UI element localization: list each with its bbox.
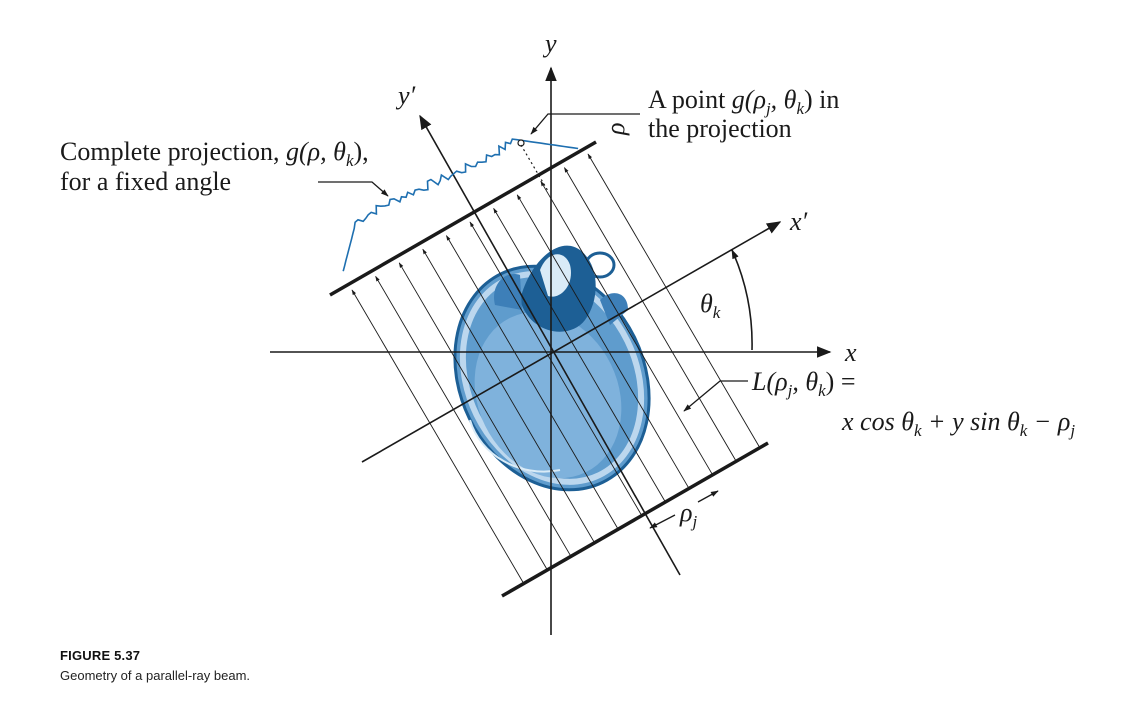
ray-line — [493, 207, 666, 503]
rho-j-left-arrow — [649, 514, 676, 529]
ray-line — [587, 153, 761, 449]
ray-line — [564, 167, 737, 462]
complete-projection-label-line2: for a fixed angle — [60, 167, 231, 196]
y-prime-axis-line — [419, 114, 681, 576]
projection-curve — [342, 138, 579, 272]
projection-point-dotted-line — [520, 144, 549, 192]
axes — [270, 66, 832, 635]
x-prime-axis-line — [361, 221, 782, 463]
line-equation-line2: x cos θk + y sin θk − ρj — [841, 407, 1075, 440]
point-label-line1: A point g(ρj, θk) in — [648, 85, 839, 118]
point-label-line2: the projection — [648, 114, 792, 143]
ray-line — [351, 289, 525, 585]
figure-caption: Geometry of a parallel-ray beam. — [60, 668, 251, 683]
rho-j-right-arrow — [697, 490, 719, 503]
x-axis-label: x — [844, 338, 857, 367]
rho-j-label: ρj — [679, 498, 697, 531]
theta-angle-arc — [731, 249, 753, 351]
x-prime-axis-label: x′ — [789, 207, 808, 236]
figure-number: FIGURE 5.37 — [60, 648, 141, 663]
ray-line — [446, 235, 619, 530]
ray-line — [516, 194, 690, 490]
line-equation-line1: L(ρj, θk) = — [751, 367, 856, 400]
rho-label: ρ — [601, 123, 630, 136]
source-line — [501, 441, 769, 598]
ray-line — [375, 275, 548, 571]
ray-line — [540, 180, 714, 476]
complete-projection-callout-arrow — [318, 181, 389, 197]
point-callout-arrow — [530, 113, 640, 135]
line-equation-callout-arrow — [683, 380, 748, 412]
parallel-rays — [351, 153, 761, 585]
y-prime-axis-label: y′ — [395, 81, 416, 110]
detector-line — [329, 140, 597, 297]
theta-k-label: θk — [700, 289, 721, 322]
complete-projection-label-line1: Complete projection, g(ρ, θk), — [60, 137, 369, 170]
y-axis-label: y — [542, 29, 557, 58]
ray-line — [422, 248, 596, 544]
ray-line — [469, 221, 643, 517]
ray-line — [398, 262, 572, 558]
head-ct-image — [453, 245, 651, 492]
